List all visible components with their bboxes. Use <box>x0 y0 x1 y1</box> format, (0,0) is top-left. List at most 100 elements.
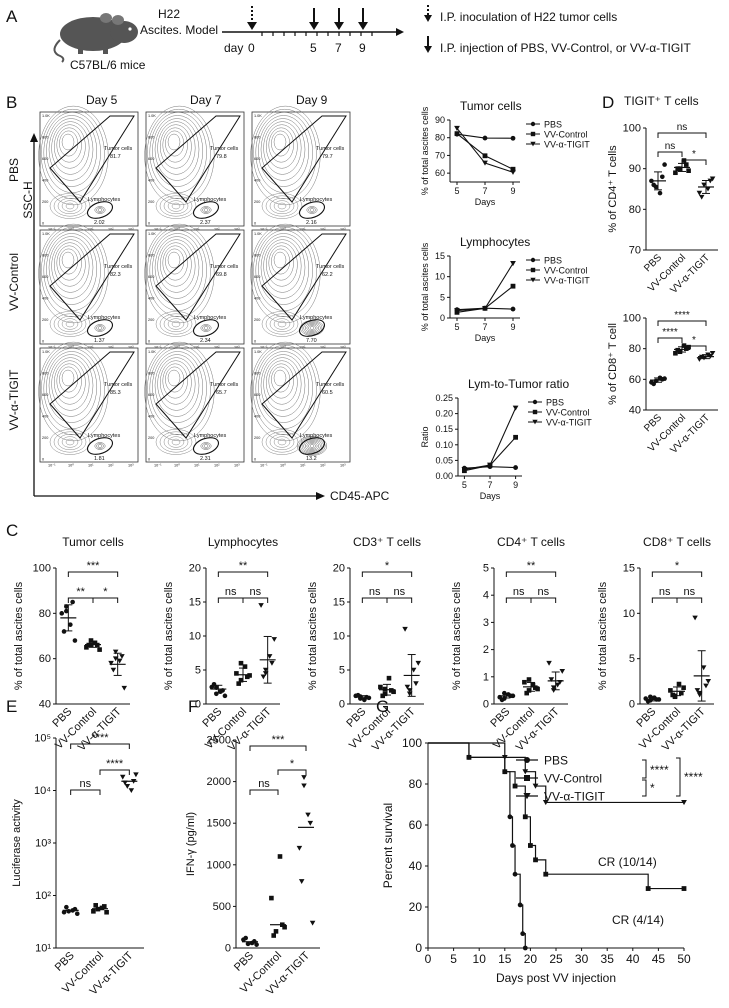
data-point <box>696 357 703 362</box>
data-point <box>454 131 460 137</box>
significance-label: ns <box>225 586 237 598</box>
y-axis-label: % of total ascites cells <box>307 581 319 690</box>
facs-tumor-gate <box>261 233 347 321</box>
data-point <box>461 467 468 473</box>
facs-y-tick: 800 <box>254 136 260 140</box>
x-axis-label: Days <box>475 197 496 207</box>
facs-y-tick: 400 <box>254 179 260 183</box>
facs-contour <box>265 431 299 453</box>
facs-contour <box>171 320 181 328</box>
panel-g: G 0 20 40 60 80 100 0 5 10 15 20 25 30 35 40 45 50 Days p… <box>376 697 703 985</box>
day-5: 5 <box>310 41 317 55</box>
data-point <box>254 942 259 947</box>
facs-x-tick: 10¹ <box>300 346 306 350</box>
facs-y-tick: 400 <box>148 415 154 419</box>
x-tick-label: 9 <box>513 480 518 490</box>
facs-frame <box>39 111 139 227</box>
panel-d: D TIGIT⁺ T cells 70 80 90 100 % of CD4⁺ T ce… <box>602 93 718 456</box>
facs-lymph-label: Lymphocytes <box>194 433 226 439</box>
facs-contour <box>203 444 209 448</box>
data-point <box>88 638 94 643</box>
day-7: 7 <box>335 41 342 55</box>
facs-lymph-label: Lymphocytes <box>300 197 332 203</box>
data-point <box>61 629 67 634</box>
data-point <box>530 682 536 688</box>
legend-label: VV-Control <box>544 772 602 786</box>
facs-contour <box>51 239 90 293</box>
facs-contour <box>261 193 303 219</box>
y-tick-label: 20 <box>189 563 201 575</box>
facs-contour <box>301 321 323 335</box>
facs-contour <box>96 207 104 213</box>
facs-y-tick: 0 <box>254 340 256 344</box>
data-point <box>499 697 505 703</box>
facs-x-tick: 10⁻¹ <box>154 228 162 232</box>
y-tick-label: 0 <box>415 941 422 955</box>
significance-label: ns <box>665 141 676 152</box>
facs-lymph-gate <box>86 437 114 455</box>
facs-y-tick: 800 <box>42 372 48 376</box>
facs-contour <box>155 311 197 337</box>
facs-plot: Tumor cells 79.8 Lymphocytes 2.37 1.0K 800 600… <box>144 105 245 232</box>
facs-y-tick: 1.0K <box>254 232 262 236</box>
facs-contour <box>53 313 87 335</box>
facs-x-tick: 10¹ <box>88 346 94 350</box>
facs-lymph-value: 2.31 <box>200 456 211 462</box>
facs-x-tick: 10⁰ <box>68 464 74 468</box>
data-point <box>64 608 69 614</box>
data-point <box>262 667 269 673</box>
legend-label: PBS <box>544 256 562 266</box>
data-point <box>93 903 98 908</box>
facs-contour <box>252 108 317 200</box>
facs-tumor-value: 69.8 <box>216 272 227 278</box>
facs-x-tick: 10² <box>108 228 114 232</box>
day-prefix: day <box>224 41 243 55</box>
chart-title: CD4⁺ T cells <box>497 535 565 549</box>
facs-contour <box>260 236 306 299</box>
significance-label: **** <box>91 732 109 744</box>
facs-tumor-value: 60.5 <box>322 390 333 396</box>
y-tick-label: 100 <box>33 563 51 575</box>
facs-contour <box>97 326 103 330</box>
legend-marker <box>530 257 536 263</box>
facs-contour <box>260 118 306 181</box>
y-tick-label: 100 <box>402 736 422 750</box>
data-point <box>466 754 472 760</box>
dot-plot-C-tumor: Tumor cells 40 60 80 100 % of total ascites c… <box>13 535 130 754</box>
y-tick-label: 15 <box>435 251 445 261</box>
facs-contour <box>159 195 193 217</box>
facs-contour <box>61 133 75 151</box>
facs-contour <box>265 360 298 405</box>
facs-contour <box>200 324 212 332</box>
data-point <box>651 182 656 188</box>
data-point <box>701 182 707 188</box>
data-point <box>705 679 712 684</box>
facs-contour <box>146 344 211 436</box>
data-point <box>696 690 703 696</box>
legend-label: VV-Control <box>544 130 588 140</box>
facs-lymph-gate <box>298 437 326 455</box>
data-point <box>406 688 413 693</box>
facs-lymph-value: 2.34 <box>200 338 211 344</box>
facs-contour <box>200 442 212 450</box>
facs-contour <box>49 311 91 337</box>
col-title-day7: Day 7 <box>190 93 222 107</box>
facs-frame <box>39 229 139 345</box>
data-point <box>679 690 684 696</box>
y-tick-label: 80 <box>39 608 51 620</box>
facs-contour <box>277 320 287 328</box>
data-point <box>301 783 307 789</box>
facs-lymph-gate <box>298 201 326 219</box>
y-axis-label: % of total ascites cells <box>13 581 25 690</box>
x-tick-label: 35 <box>601 952 615 966</box>
legend-solid-arrow-icon <box>424 36 432 53</box>
facs-contour <box>97 444 103 448</box>
data-point <box>522 679 527 685</box>
panel-letter-e: E <box>6 697 17 716</box>
data-point <box>298 879 305 884</box>
facs-contour <box>273 369 287 387</box>
x-axis-label: Days post VV injection <box>496 971 616 985</box>
day-9: 9 <box>359 41 366 55</box>
